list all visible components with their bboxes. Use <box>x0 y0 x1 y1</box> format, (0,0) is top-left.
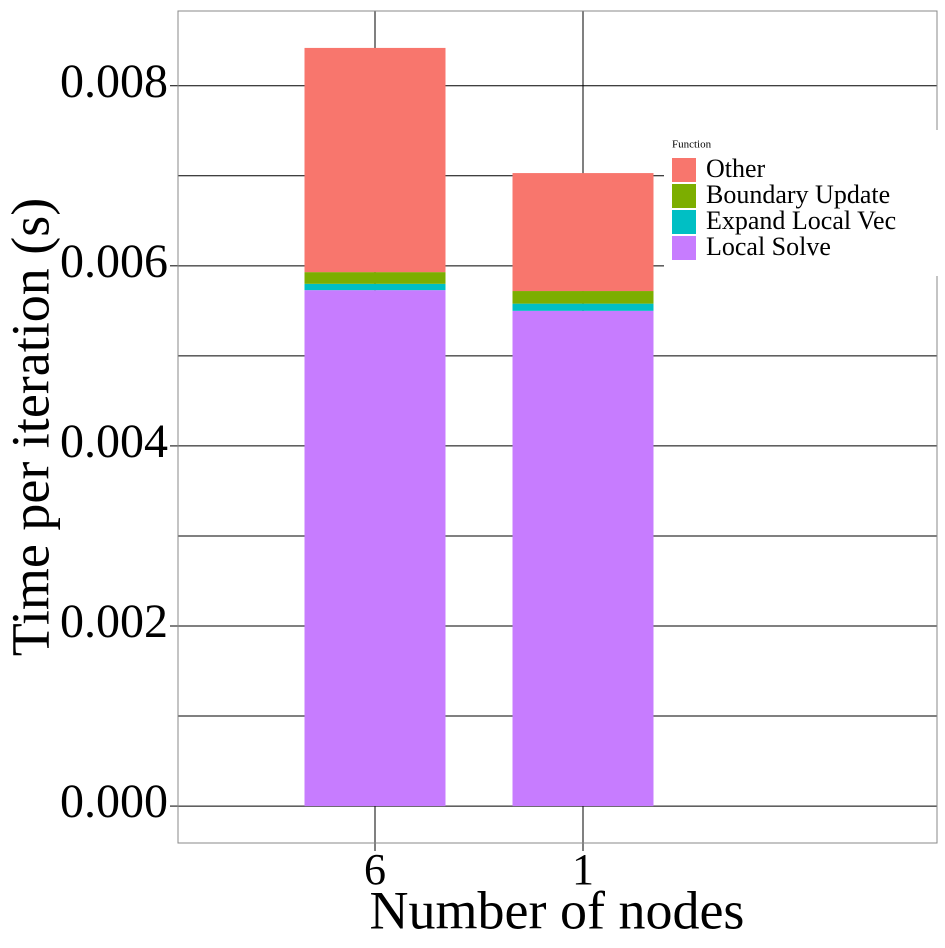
bar-segment <box>304 47 446 273</box>
y-tick-label: 0.008 <box>60 55 168 108</box>
legend-label: Expand Local Vec <box>706 206 896 235</box>
y-tick-label: 0.004 <box>60 415 168 468</box>
x-tick-label: 1 <box>572 845 594 894</box>
legend-background <box>664 130 944 276</box>
x-tick-label: 6 <box>364 845 386 894</box>
legend-key <box>672 184 696 208</box>
y-tick-label: 0.006 <box>60 235 168 288</box>
y-tick-label: 0.000 <box>60 775 168 828</box>
legend-key <box>672 236 696 260</box>
bar-segment <box>304 290 446 807</box>
bar-segment <box>512 310 654 807</box>
bar-segment <box>512 173 654 292</box>
x-axis-title: Number of nodes <box>370 880 745 940</box>
legend-key <box>672 210 696 234</box>
legend-title: Function <box>672 139 712 151</box>
y-axis-title: Time per iteration (s) <box>0 198 60 656</box>
bar-segment <box>304 283 446 291</box>
y-tick-label: 0.002 <box>60 595 168 648</box>
legend-key <box>672 158 696 182</box>
bar-segment <box>512 303 654 311</box>
legend-label: Other <box>706 154 766 183</box>
panel-border <box>177 10 938 844</box>
legend-label: Boundary Update <box>706 180 890 209</box>
bar-segment <box>304 272 446 284</box>
legend-label: Local Solve <box>706 232 831 261</box>
bar-segment <box>512 291 654 304</box>
